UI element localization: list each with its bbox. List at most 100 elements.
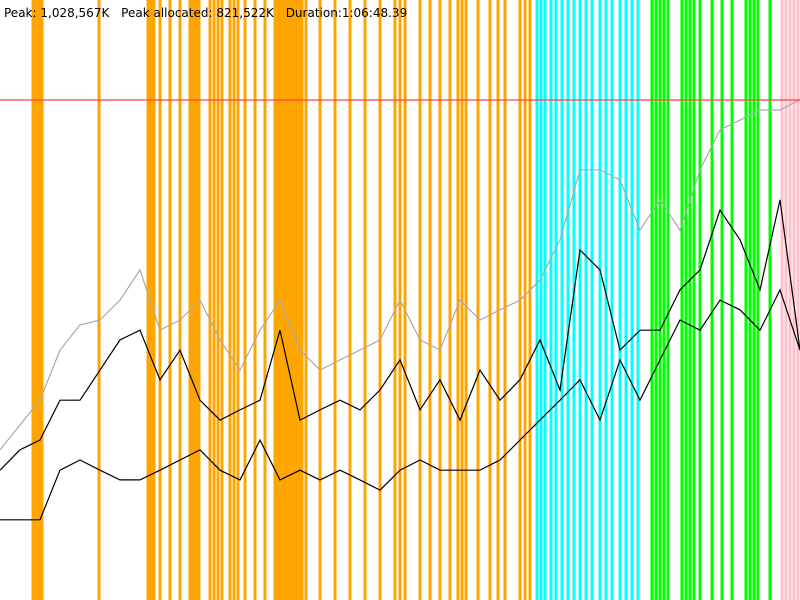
gc-event [792,0,796,600]
gc-event [263,0,267,600]
gc-event [684,0,688,600]
memory-line [0,99,800,451]
gc-event [584,0,588,600]
gc-event [304,0,308,600]
gc-event [37,0,41,600]
gc-event [40,0,44,600]
gc-event [288,0,292,600]
gc-event [191,0,195,600]
gc-event [662,0,666,600]
stat-name: Peak: [4,6,37,20]
gc-event [796,0,800,600]
gc-event [730,0,734,600]
gc-event [496,0,500,600]
gc-event [654,0,658,600]
gc-event [572,0,576,600]
gc-event [460,0,464,600]
gc-event [566,0,570,600]
gc-event [630,0,634,600]
gc-event [692,0,696,600]
gc-event [232,0,236,600]
gc-event [291,0,295,600]
gc-event [333,0,337,600]
gc-event [149,0,153,600]
gc-event [236,0,240,600]
gc-event [282,0,286,600]
gc-events [31,0,800,600]
gc-event [448,0,452,600]
gc-event [253,0,257,600]
gc-event [403,0,407,600]
gc-event [168,0,172,600]
gc-event [666,0,670,600]
gc-event [194,0,198,600]
gc-event [428,0,432,600]
gc-event [788,0,792,600]
gc-event [710,0,714,600]
gc-event [784,0,788,600]
gc-event [220,0,224,600]
gc-event [228,0,232,600]
gc-event [456,0,460,600]
gc-event [476,0,480,600]
gc-event [549,0,553,600]
memory-line [0,288,800,521]
gc-event [188,0,192,600]
gc-event [243,0,247,600]
gc-event [768,0,772,600]
gc-event [318,0,322,600]
gc-event [720,0,724,600]
gc-event [216,0,220,600]
gc-event [698,0,702,600]
gc-event [31,0,35,600]
stat-value: 1,028,567K [40,6,110,20]
memory-line [0,199,800,471]
gc-event [756,0,760,600]
gc-event [528,0,532,600]
gc-event [158,0,162,600]
gc-event [610,0,614,600]
gc-event [650,0,654,600]
stat-name: Peak allocated: [121,6,212,20]
gc-event [748,0,752,600]
gc-event [348,0,352,600]
gc-event [464,0,468,600]
gc-event [744,0,748,600]
gc-event [503,0,507,600]
gc-event [688,0,692,600]
gc-event [598,0,602,600]
gc-event [780,0,784,600]
gc-event [279,0,283,600]
gc-event [393,0,397,600]
stat-value: 821,522K [216,6,275,20]
gc-event [624,0,628,600]
gc-event [438,0,442,600]
gc-event [273,0,277,600]
gc-event [197,0,201,600]
gc-event [680,0,684,600]
gc-event [212,0,216,600]
gc-event [34,0,38,600]
gc-event [543,0,547,600]
gc-event [539,0,543,600]
gc-event [658,0,662,600]
gc-event [152,0,156,600]
gc-event [285,0,289,600]
gc-event [560,0,564,600]
gc-event [297,0,301,600]
gc-event [363,0,367,600]
gc-event [578,0,582,600]
gc-event [554,0,558,600]
gc-event [97,0,101,600]
gc-event [535,0,539,600]
gc-event [752,0,756,600]
gc-event [378,0,382,600]
gc-event [208,0,212,600]
stat-name: Duration: [286,6,342,20]
gc-event [300,0,304,600]
stats-text: Peak: 1,028,567K Peak allocated: 821,522… [4,6,407,20]
gc-event [178,0,182,600]
gc-event [146,0,150,600]
gc-event [618,0,622,600]
